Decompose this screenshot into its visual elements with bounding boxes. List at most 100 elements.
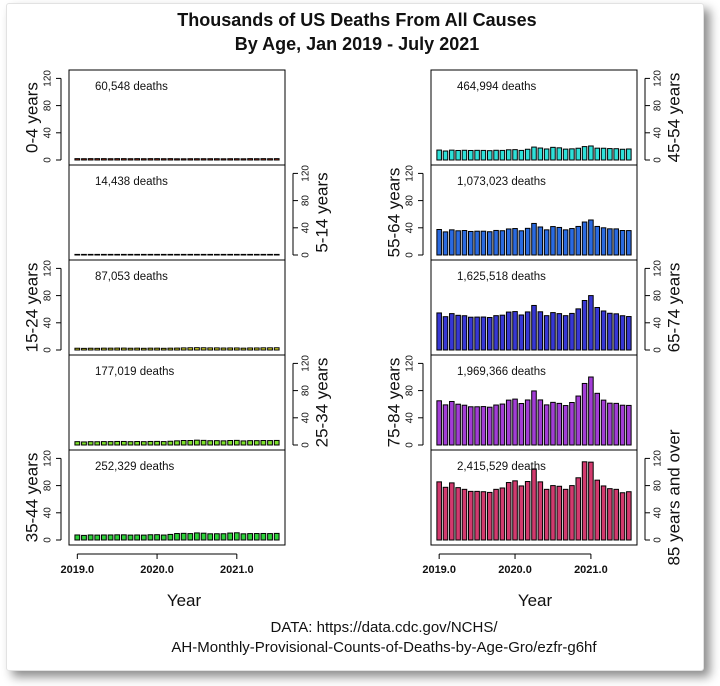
bar	[233, 439, 240, 446]
panel-box	[68, 69, 286, 166]
bar	[207, 440, 214, 446]
bar	[493, 149, 499, 161]
bar	[227, 158, 234, 161]
bar	[267, 347, 273, 351]
bar	[531, 146, 537, 161]
bar	[512, 480, 518, 541]
bar	[94, 253, 101, 256]
bar	[543, 148, 550, 161]
age-label: 5-14 years	[313, 172, 332, 252]
bar	[449, 482, 455, 541]
y-tick-label: 40	[43, 317, 54, 329]
bar	[531, 222, 537, 256]
bar	[493, 404, 499, 446]
bar	[81, 347, 87, 351]
bar	[267, 253, 273, 256]
bar	[474, 149, 480, 161]
deaths-total-label: 1,625,518 deaths	[457, 271, 546, 283]
bar	[575, 477, 582, 541]
y-tick-label: 0	[43, 347, 54, 353]
bar	[486, 150, 493, 161]
bar	[556, 402, 563, 446]
bar	[87, 158, 94, 161]
bar	[233, 158, 240, 161]
bar	[220, 533, 227, 541]
bar	[194, 439, 200, 446]
bar	[220, 440, 227, 446]
y-tick-label: 120	[653, 450, 664, 467]
x-axis-label-right: Year	[518, 591, 553, 610]
bar	[253, 533, 260, 541]
deaths-total-label: 14,438 deaths	[95, 176, 168, 188]
bar	[461, 230, 468, 256]
bar	[260, 158, 267, 161]
bar	[600, 399, 607, 446]
bar	[194, 253, 200, 256]
bar	[101, 347, 107, 351]
bar	[207, 253, 214, 256]
bar	[81, 441, 87, 446]
bar	[594, 225, 601, 256]
deaths-total-label: 252,329 deaths	[95, 461, 175, 473]
bar	[480, 149, 487, 161]
age-label: 85 years and over	[665, 429, 684, 565]
bar	[524, 148, 531, 161]
bar	[600, 485, 607, 541]
bar	[607, 228, 613, 256]
y-tick-label: 40	[653, 507, 664, 519]
y-tick-label: 120	[405, 165, 416, 182]
bar	[74, 347, 81, 351]
bar	[147, 253, 154, 256]
bar	[619, 230, 626, 256]
bar	[562, 405, 569, 446]
bar	[160, 347, 167, 351]
age-label: 65-74 years	[665, 263, 684, 353]
bar	[227, 440, 234, 446]
bar	[147, 440, 154, 446]
bar	[594, 307, 601, 351]
bar	[600, 227, 607, 256]
bar	[140, 441, 147, 446]
bar	[247, 533, 253, 541]
y-tick-label: 40	[301, 222, 312, 234]
bar	[154, 253, 160, 256]
bar	[107, 534, 114, 541]
bar	[486, 491, 493, 541]
bar	[581, 382, 588, 446]
y-tick-label: 80	[43, 480, 54, 492]
source-line-1: DATA: https://data.cdc.gov/NCHS/	[270, 619, 498, 636]
bar	[267, 158, 273, 161]
bar	[556, 147, 563, 161]
deaths-total-label: 1,969,366 deaths	[457, 366, 546, 378]
bar	[480, 491, 487, 541]
bar	[233, 347, 240, 351]
bar	[562, 229, 569, 256]
y-tick-label: 120	[301, 165, 312, 182]
bar	[260, 532, 267, 541]
bar	[449, 313, 455, 351]
y-tick-label: 80	[653, 290, 664, 302]
bar	[154, 347, 160, 351]
panel-box	[68, 259, 286, 356]
bar	[613, 313, 619, 351]
bar	[94, 158, 101, 161]
bar	[233, 253, 240, 256]
bar	[493, 315, 499, 351]
bar	[518, 403, 525, 446]
deaths-total-label: 177,019 deaths	[95, 366, 175, 378]
bar	[194, 532, 200, 541]
bar	[154, 440, 160, 446]
bar	[524, 481, 531, 541]
y-tick-label: 120	[43, 450, 54, 467]
bar	[114, 347, 121, 351]
bar	[569, 148, 575, 161]
bar	[543, 488, 550, 541]
bar	[120, 347, 127, 351]
bar	[518, 314, 525, 351]
bar	[562, 148, 569, 161]
bar	[550, 146, 556, 161]
bar	[260, 347, 267, 351]
bar	[194, 158, 200, 161]
